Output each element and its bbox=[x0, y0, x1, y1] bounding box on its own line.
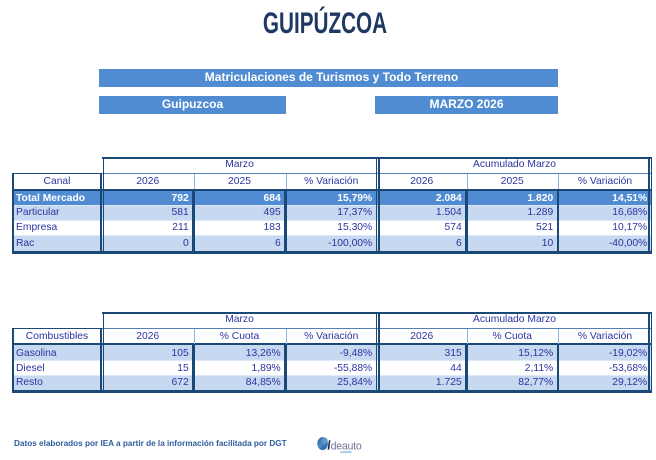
svg-text:deauto: deauto bbox=[331, 440, 362, 452]
